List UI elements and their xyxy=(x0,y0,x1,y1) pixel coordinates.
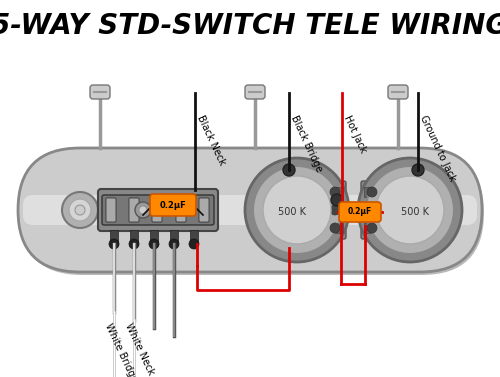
Circle shape xyxy=(139,206,147,214)
Bar xyxy=(364,187,380,197)
Circle shape xyxy=(135,202,151,218)
FancyBboxPatch shape xyxy=(324,181,346,239)
FancyBboxPatch shape xyxy=(361,181,383,239)
Circle shape xyxy=(109,239,119,249)
Circle shape xyxy=(366,166,454,254)
Circle shape xyxy=(75,205,85,215)
Bar xyxy=(327,223,343,233)
Text: Ground to Jack: Ground to Jack xyxy=(418,114,458,183)
Text: 500 K: 500 K xyxy=(401,207,429,217)
FancyBboxPatch shape xyxy=(152,198,162,222)
FancyBboxPatch shape xyxy=(90,85,110,99)
Circle shape xyxy=(358,158,462,262)
Circle shape xyxy=(367,223,377,233)
FancyBboxPatch shape xyxy=(23,195,477,225)
Bar xyxy=(110,230,118,242)
Circle shape xyxy=(283,164,295,176)
Circle shape xyxy=(376,176,444,244)
Circle shape xyxy=(367,205,377,215)
Circle shape xyxy=(129,239,139,249)
Bar xyxy=(190,230,198,242)
Bar xyxy=(327,187,343,197)
Circle shape xyxy=(415,205,425,215)
Circle shape xyxy=(331,194,343,206)
Circle shape xyxy=(245,158,349,262)
Circle shape xyxy=(409,199,431,221)
Circle shape xyxy=(330,205,340,215)
FancyBboxPatch shape xyxy=(150,194,196,216)
Bar xyxy=(364,223,380,233)
Bar xyxy=(170,230,178,242)
Text: 5-WAY STD-SWITCH TELE WIRING: 5-WAY STD-SWITCH TELE WIRING xyxy=(0,12,500,40)
Circle shape xyxy=(412,164,424,176)
Circle shape xyxy=(62,192,98,228)
Circle shape xyxy=(169,239,179,249)
Circle shape xyxy=(189,239,199,249)
Text: White Neck: White Neck xyxy=(123,322,156,377)
Text: Black Neck: Black Neck xyxy=(195,114,227,167)
Circle shape xyxy=(253,166,341,254)
Bar xyxy=(150,230,158,242)
Circle shape xyxy=(330,223,340,233)
Circle shape xyxy=(330,187,340,197)
Circle shape xyxy=(149,239,159,249)
Text: Black Bridge: Black Bridge xyxy=(289,114,324,174)
FancyBboxPatch shape xyxy=(102,195,214,225)
FancyBboxPatch shape xyxy=(339,202,381,222)
FancyBboxPatch shape xyxy=(388,85,408,99)
Text: White Bridge: White Bridge xyxy=(103,322,139,377)
FancyBboxPatch shape xyxy=(106,198,116,222)
Circle shape xyxy=(367,187,377,197)
Circle shape xyxy=(69,199,91,221)
Circle shape xyxy=(402,192,438,228)
Text: 500 K: 500 K xyxy=(278,207,306,217)
FancyBboxPatch shape xyxy=(18,148,482,272)
Text: Hot Jack: Hot Jack xyxy=(342,114,368,154)
Bar xyxy=(130,230,138,242)
FancyBboxPatch shape xyxy=(176,198,186,222)
Bar xyxy=(327,205,343,215)
Text: 0.2μF: 0.2μF xyxy=(348,207,372,216)
FancyBboxPatch shape xyxy=(199,198,209,222)
FancyBboxPatch shape xyxy=(20,151,484,275)
Bar xyxy=(364,205,380,215)
FancyBboxPatch shape xyxy=(129,198,139,222)
Circle shape xyxy=(263,176,331,244)
FancyBboxPatch shape xyxy=(245,85,265,99)
FancyBboxPatch shape xyxy=(98,189,218,231)
Text: 0.2μF: 0.2μF xyxy=(160,201,186,210)
